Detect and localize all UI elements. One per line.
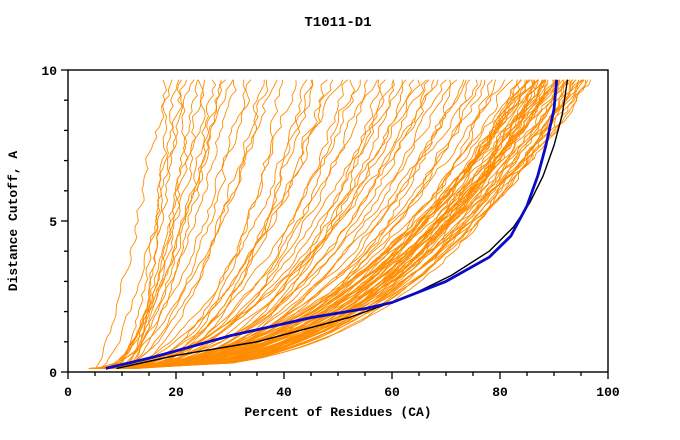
ensemble-curve (100, 79, 265, 369)
ensemble-curve (101, 79, 497, 369)
ensemble-curve (96, 79, 585, 369)
x-tick-label: 80 (492, 385, 508, 400)
ensemble-curve (95, 79, 452, 369)
ensemble-curve (90, 79, 545, 369)
ensemble-curve (127, 79, 494, 369)
ensemble-curve (116, 79, 586, 369)
ensemble-curve (136, 79, 546, 369)
ensemble-curve (88, 79, 580, 369)
ensemble-curve (126, 79, 573, 369)
y-tick-label: 10 (41, 64, 57, 79)
curves-layer (88, 79, 592, 370)
ensemble-curve (105, 79, 344, 369)
ensemble-curve (121, 79, 334, 369)
ensemble-curve (99, 79, 438, 369)
x-tick-label: 0 (64, 385, 72, 400)
y-tick-label: 5 (49, 215, 57, 230)
ensemble-curve (116, 79, 571, 369)
ensemble-curve (110, 79, 523, 369)
ensemble-curve (110, 79, 560, 369)
ensemble-curve (126, 79, 297, 369)
ensemble-curve (110, 79, 234, 369)
x-tick-label: 20 (168, 385, 184, 400)
y-axis-label: Distance Cutoff, A (6, 151, 21, 292)
ensemble-curve (137, 79, 470, 369)
ensemble-curve (112, 79, 217, 369)
ensemble-curve (116, 79, 180, 369)
ensemble-curve (132, 79, 568, 369)
ensemble-curve (136, 79, 518, 369)
axes-layer: 0 20 40 60 80 100 0 5 10 (41, 64, 620, 400)
ensemble-curve (121, 79, 195, 369)
ensemble-curve (117, 79, 356, 369)
ensemble-curve (111, 79, 421, 369)
chart-title: T1011-D1 (304, 15, 371, 31)
ensemble-curve (115, 79, 467, 369)
ensemble-curve (105, 79, 395, 369)
ensemble-curve (104, 79, 430, 369)
ensemble-curve (132, 79, 284, 369)
ensemble-curve (89, 79, 465, 369)
x-tick-label: 100 (596, 385, 620, 400)
x-axis-label: Percent of Residues (CA) (244, 405, 431, 420)
y-tick-label: 0 (49, 366, 57, 381)
ensemble-curve (95, 79, 168, 369)
highlight-blue-model (105, 79, 559, 370)
ensemble-curve (94, 79, 547, 369)
ensemble-curve (99, 79, 237, 369)
ensemble-curve (123, 79, 395, 369)
ensemble-curve (110, 79, 381, 369)
ensemble-curve (100, 79, 188, 369)
ensemble-curve (110, 79, 328, 369)
ensemble-curve (132, 79, 173, 369)
ensemble-curve (120, 79, 222, 369)
ensemble-curve (132, 79, 378, 369)
ensemble-curve (90, 79, 428, 369)
ensemble-curve (122, 79, 532, 369)
ensemble-curve (111, 79, 246, 369)
x-tick-label: 40 (276, 385, 292, 400)
ensemble-curve (94, 79, 361, 369)
ensemble-curve (127, 79, 386, 369)
ensemble-curve (115, 79, 204, 369)
ensemble-curve (104, 79, 528, 369)
ensemble-curve (126, 79, 314, 369)
x-tick-label: 60 (384, 385, 400, 400)
ensemble-curve (101, 79, 573, 369)
ensemble-curve (100, 79, 403, 369)
ensemble-curve (105, 79, 206, 369)
ensemble-curve (127, 79, 199, 369)
ensemble-curve (123, 79, 506, 369)
ensemble-curve (133, 79, 269, 369)
highlight-black-model (116, 79, 569, 370)
ensemble-curve (116, 79, 407, 369)
ensemble-curve (101, 79, 349, 369)
ensemble-curve (95, 79, 278, 369)
